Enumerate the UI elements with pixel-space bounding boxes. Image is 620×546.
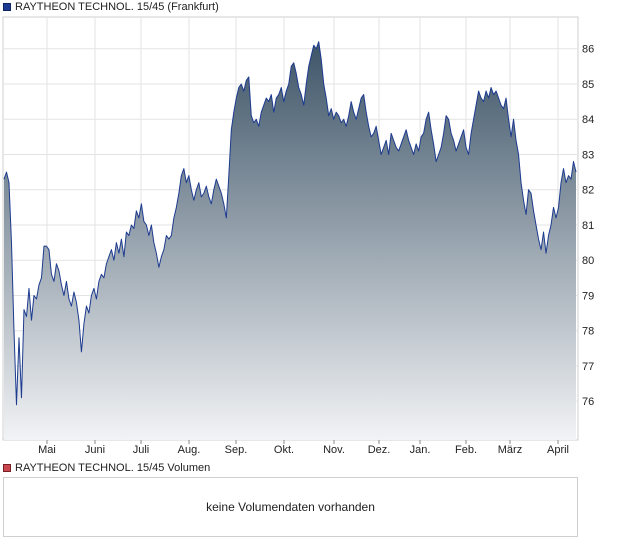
- y-tick-label: 82: [582, 185, 594, 197]
- x-tick-label: Sep.: [225, 444, 248, 456]
- volume-legend-label: RAYTHEON TECHNOL. 15/45 Volumen: [15, 462, 211, 474]
- y-tick-label: 83: [582, 149, 594, 161]
- x-tick-label: Feb.: [455, 444, 477, 456]
- y-tick-label: 80: [582, 255, 594, 267]
- y-tick-label: 81: [582, 220, 594, 232]
- x-tick-label: Jan.: [410, 444, 431, 456]
- price-line: [3, 41, 577, 406]
- x-tick-label: Okt.: [274, 444, 294, 456]
- volume-legend: RAYTHEON TECHNOL. 15/45 Volumen: [3, 461, 210, 475]
- x-tick-label: Aug.: [178, 444, 201, 456]
- y-tick-label: 84: [582, 114, 594, 126]
- y-tick-label: 86: [582, 44, 594, 56]
- y-tick-label: 85: [582, 79, 594, 91]
- y-tick-label: 76: [582, 396, 594, 408]
- y-tick-label: 77: [582, 361, 594, 373]
- x-tick-label: März: [498, 444, 522, 456]
- price-legend: RAYTHEON TECHNOL. 15/45 (Frankfurt): [3, 0, 219, 14]
- x-tick-label: Juli: [133, 444, 150, 456]
- price-chart: 76 77 78 79 80 81 82 83 84 85 86 Mai Juni Juli Aug. Se…: [2, 16, 594, 456]
- x-tick-label: April: [547, 444, 569, 456]
- y-axis: 76 77 78 79 80 81 82 83 84 85 86: [582, 44, 594, 409]
- x-axis: Mai Juni Juli Aug. Sep. Okt. Nov. Dez. Jan. Feb. M…: [38, 440, 569, 456]
- x-tick-label: Nov.: [323, 444, 345, 456]
- y-tick-label: 79: [582, 290, 594, 302]
- price-legend-swatch: [3, 3, 11, 11]
- x-tick-label: Dez.: [368, 444, 391, 456]
- volume-empty-message: keine Volumendaten vorhanden: [206, 500, 375, 514]
- volume-legend-swatch: [3, 464, 11, 472]
- volume-panel: keine Volumendaten vorhanden: [3, 477, 578, 537]
- y-tick-label: 78: [582, 326, 594, 338]
- price-legend-label: RAYTHEON TECHNOL. 15/45 (Frankfurt): [15, 1, 219, 13]
- x-tick-label: Mai: [38, 444, 56, 456]
- x-tick-label: Juni: [85, 444, 105, 456]
